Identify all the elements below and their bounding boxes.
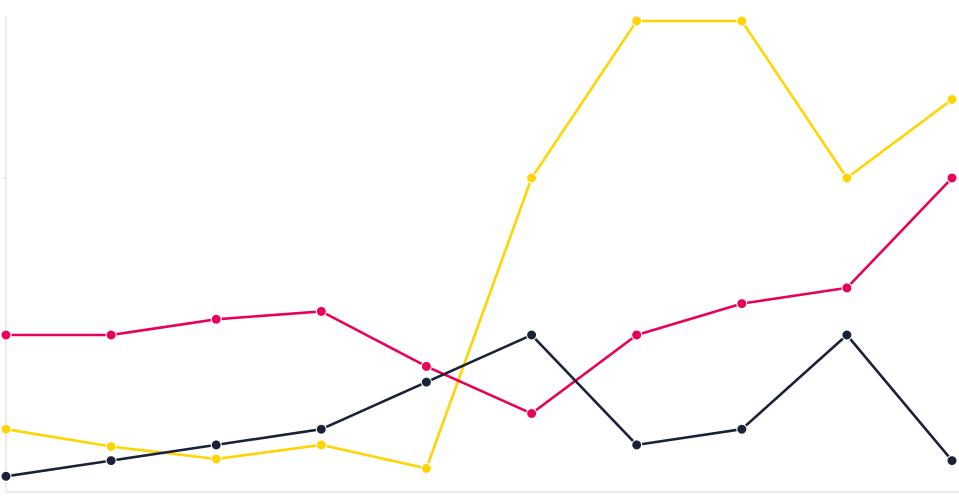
series-1-point[interactable] <box>841 172 853 184</box>
series-3-point[interactable] <box>0 470 12 482</box>
series-1 <box>0 15 958 474</box>
series-3-point[interactable] <box>946 455 958 467</box>
series-3 <box>0 329 958 482</box>
series-2-point[interactable] <box>736 298 748 310</box>
series-3-point[interactable] <box>420 376 432 388</box>
series-2 <box>0 172 958 419</box>
series-1-point[interactable] <box>631 15 643 27</box>
series-1-point[interactable] <box>420 462 432 474</box>
series-1-point[interactable] <box>315 439 327 451</box>
series-3-point[interactable] <box>841 329 853 341</box>
series-1-point[interactable] <box>946 94 958 105</box>
series-1-point[interactable] <box>0 423 12 435</box>
series-2-point[interactable] <box>631 329 643 341</box>
series-2-point[interactable] <box>210 313 222 325</box>
series-3-point[interactable] <box>631 439 643 451</box>
series-2-point[interactable] <box>0 329 12 341</box>
series-3-point[interactable] <box>105 455 117 467</box>
series-1-line <box>4 19 954 470</box>
series-2-line <box>4 176 954 415</box>
series-2-point[interactable] <box>946 172 958 184</box>
series-1-point[interactable] <box>105 441 117 452</box>
series-2-point[interactable] <box>420 360 432 372</box>
series-2-point[interactable] <box>315 305 327 317</box>
series-3-point[interactable] <box>526 329 538 341</box>
series-3-point[interactable] <box>315 423 327 435</box>
series-3-point[interactable] <box>210 439 222 451</box>
chart-axes <box>3 16 959 493</box>
series-1-point[interactable] <box>210 453 222 465</box>
series-layer <box>0 15 958 482</box>
series-2-point[interactable] <box>841 282 853 294</box>
series-3-line <box>4 333 954 478</box>
series-1-point[interactable] <box>736 15 748 27</box>
series-1-point[interactable] <box>526 172 538 184</box>
series-2-point[interactable] <box>526 408 538 419</box>
series-3-point[interactable] <box>736 423 748 435</box>
series-2-point[interactable] <box>105 329 117 341</box>
